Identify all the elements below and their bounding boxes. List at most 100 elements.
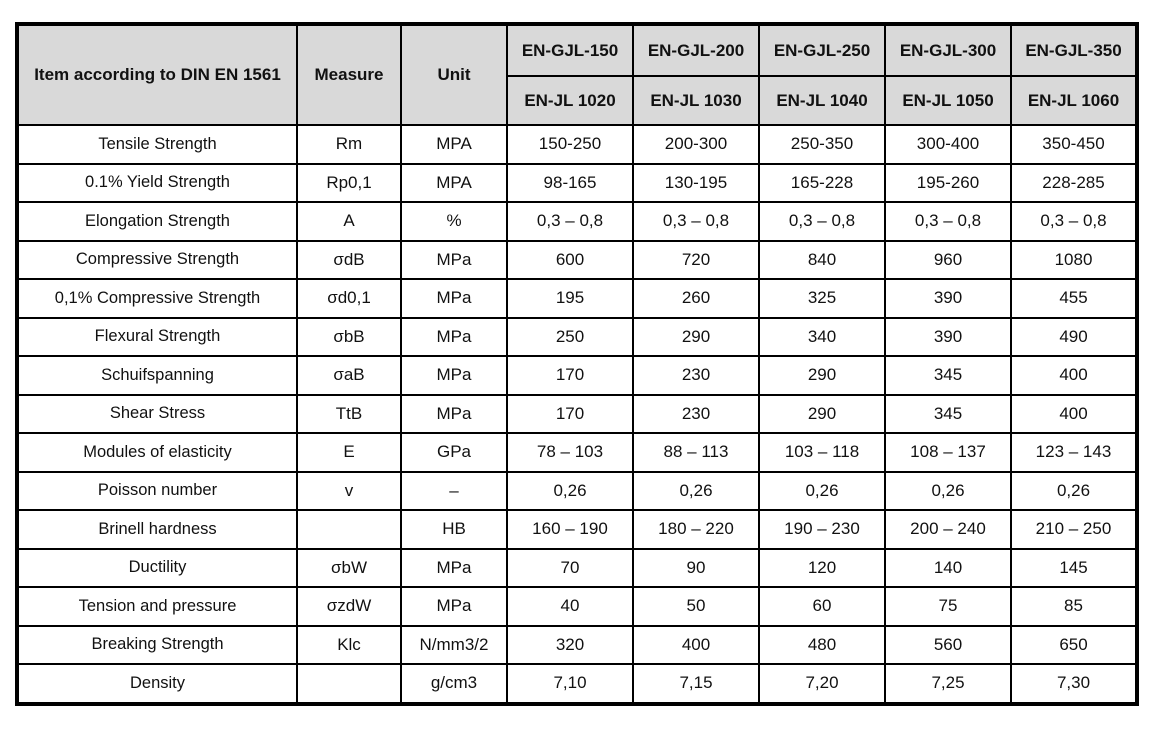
cell-value: 400 — [1010, 393, 1138, 434]
cell-value: 0,3 – 0,8 — [1010, 201, 1138, 242]
header-grade-code: EN-JL 1020 — [506, 75, 634, 126]
cell-value: 230 — [632, 393, 760, 434]
cell-value: 120 — [758, 547, 886, 588]
cell-value: 390 — [884, 316, 1012, 357]
cell-unit: MPA — [400, 124, 508, 165]
table-row: 0.1% Yield Strength Rp0,1 MPA 98-165 130-195… — [16, 162, 1138, 203]
cell-item: Shear Stress — [16, 393, 298, 434]
cell-unit: N/mm3/2 — [400, 624, 508, 665]
cell-value: 400 — [632, 624, 760, 665]
cell-item: Ductility — [16, 547, 298, 588]
cell-item: Elongation Strength — [16, 201, 298, 242]
cell-measure: σbB — [296, 316, 402, 357]
header-grade: EN-GJL-200 — [632, 23, 760, 77]
cell-value: 0,3 – 0,8 — [758, 201, 886, 242]
cell-item: Brinell hardness — [16, 509, 298, 550]
cell-value: 40 — [506, 586, 634, 627]
cell-value: 1080 — [1010, 239, 1138, 280]
cell-measure: σaB — [296, 355, 402, 396]
cell-value: 7,30 — [1010, 663, 1138, 705]
table-row: Poisson number v –0,26 0,26 0,26 0,26 0,26 — [16, 470, 1138, 511]
cell-measure: Rp0,1 — [296, 162, 402, 203]
cell-value: 7,15 — [632, 663, 760, 705]
table-row: Breaking Strength Klc N/mm3/2 320 400 480 560 6… — [16, 624, 1138, 665]
cell-measure — [296, 663, 402, 705]
cell-value: 170 — [506, 393, 634, 434]
table-row: Tensile Strength Rm MPA 150-250 200-300 250-3… — [16, 124, 1138, 165]
cell-unit: MPa — [400, 355, 508, 396]
cell-measure: TtB — [296, 393, 402, 434]
cell-unit: MPa — [400, 316, 508, 357]
cell-value: 85 — [1010, 586, 1138, 627]
cell-value: 720 — [632, 239, 760, 280]
cell-value: 145 — [1010, 547, 1138, 588]
cell-value: 320 — [506, 624, 634, 665]
header-row-codes: EN-JL 1020 EN-JL 1030 EN-JL 1040 EN-JL 1050… — [17, 75, 1138, 126]
cell-value: 170 — [506, 355, 634, 396]
cell-unit: g/cm3 — [400, 663, 508, 705]
table-row: Shear Stress TtB MPa 170 230 290 345 400 — [16, 393, 1138, 434]
cell-value: 88 – 113 — [632, 432, 760, 473]
table-row: Ductility σbW MPa 70 90 120 140 145 — [16, 547, 1138, 588]
cell-value: 123 – 143 — [1010, 432, 1138, 473]
cell-value: 195 — [506, 278, 634, 319]
table-row: Flexural Strength σbB MPa 250 290 340 390 490 — [16, 316, 1138, 357]
cell-unit: MPA — [400, 162, 508, 203]
cell-measure: Klc — [296, 624, 402, 665]
cell-value: 455 — [1010, 278, 1138, 319]
cell-value: 0,3 – 0,8 — [506, 201, 634, 242]
cell-value: 140 — [884, 547, 1012, 588]
cell-item: Tensile Strength — [16, 124, 298, 165]
cell-value: 250 — [506, 316, 634, 357]
cell-value: 0,26 — [758, 470, 886, 511]
cell-measure: σbW — [296, 547, 402, 588]
table-row: Density g/cm3 7,10 7,15 7,20 7,25 7,30 — [16, 663, 1138, 705]
cell-value: 325 — [758, 278, 886, 319]
cell-value: 90 — [632, 547, 760, 588]
cell-value: 560 — [884, 624, 1012, 665]
cell-value: 130-195 — [632, 162, 760, 203]
table-header: Item according to DIN EN 1561 Measure Un… — [16, 23, 1138, 126]
cell-value: 150-250 — [506, 124, 634, 165]
cell-value: 0,3 – 0,8 — [884, 201, 1012, 242]
header-grade-code: EN-JL 1030 — [632, 75, 760, 126]
cell-value: 960 — [884, 239, 1012, 280]
cell-measure: σd0,1 — [296, 278, 402, 319]
cell-unit: MPa — [400, 278, 508, 319]
cell-value: 340 — [758, 316, 886, 357]
cell-value: 228-285 — [1010, 162, 1138, 203]
cell-value: 210 – 250 — [1010, 509, 1138, 550]
cell-value: 480 — [758, 624, 886, 665]
cell-value: 190 – 230 — [758, 509, 886, 550]
cell-unit: HB — [400, 509, 508, 550]
cell-measure: v — [296, 470, 402, 511]
cell-unit: % — [400, 201, 508, 242]
cell-item: Compressive Strength — [16, 239, 298, 280]
cell-item: Density — [16, 663, 298, 705]
table-row: Compressive Strength σdB MPa 600 720 840 960 10… — [16, 239, 1138, 280]
cell-value: 290 — [758, 355, 886, 396]
cell-unit: MPa — [400, 239, 508, 280]
header-unit: Unit — [400, 23, 508, 126]
cell-unit: MPa — [400, 547, 508, 588]
cell-value: 78 – 103 — [506, 432, 634, 473]
cell-value: 0,26 — [632, 470, 760, 511]
cell-value: 290 — [758, 393, 886, 434]
cell-value: 7,25 — [884, 663, 1012, 705]
cell-value: 250-350 — [758, 124, 886, 165]
table-row: Schuifspanning σaB MPa 170 230 290 345 400 — [16, 355, 1138, 396]
cell-item: Flexural Strength — [16, 316, 298, 357]
cell-value: 650 — [1010, 624, 1138, 665]
cell-item: 0,1% Compressive Strength — [16, 278, 298, 319]
cell-unit: MPa — [400, 393, 508, 434]
cell-item: Breaking Strength — [16, 624, 298, 665]
table-row: Elongation Strength A% 0,3 – 0,8 0,3 – 0,8 0… — [16, 201, 1138, 242]
table-row: Tension and pressure σzdW MPa 40 50 60 75 85 — [16, 586, 1138, 627]
cell-value: 160 – 190 — [506, 509, 634, 550]
cell-value: 165-228 — [758, 162, 886, 203]
cell-value: 75 — [884, 586, 1012, 627]
cell-value: 345 — [884, 355, 1012, 396]
cell-value: 345 — [884, 393, 1012, 434]
header-grade-code: EN-JL 1060 — [1010, 75, 1138, 126]
